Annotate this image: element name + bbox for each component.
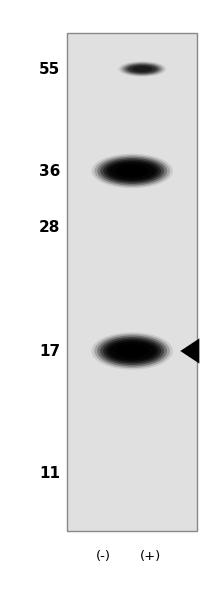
Polygon shape <box>180 338 199 364</box>
Text: 28: 28 <box>39 220 60 235</box>
Ellipse shape <box>106 161 158 181</box>
Ellipse shape <box>132 66 152 72</box>
Ellipse shape <box>94 155 170 187</box>
Ellipse shape <box>120 62 165 76</box>
Text: (+): (+) <box>140 550 161 563</box>
Text: 55: 55 <box>39 61 60 76</box>
Text: 11: 11 <box>39 467 60 481</box>
Ellipse shape <box>128 65 156 73</box>
Ellipse shape <box>91 154 173 188</box>
Ellipse shape <box>115 344 149 358</box>
Ellipse shape <box>109 163 155 179</box>
Ellipse shape <box>103 338 161 364</box>
Ellipse shape <box>97 335 167 367</box>
Ellipse shape <box>103 160 161 182</box>
Ellipse shape <box>97 157 167 185</box>
Ellipse shape <box>127 64 158 74</box>
Ellipse shape <box>109 341 155 361</box>
Ellipse shape <box>121 62 163 76</box>
Ellipse shape <box>100 337 164 365</box>
Text: (-): (-) <box>96 550 110 563</box>
Ellipse shape <box>106 340 158 362</box>
Ellipse shape <box>125 64 160 74</box>
Text: 17: 17 <box>39 343 60 358</box>
Ellipse shape <box>94 334 170 368</box>
Ellipse shape <box>123 63 161 75</box>
Ellipse shape <box>100 158 164 184</box>
Bar <box>67 33 197 531</box>
Text: 36: 36 <box>39 163 60 179</box>
Ellipse shape <box>91 332 173 370</box>
Ellipse shape <box>115 164 149 178</box>
